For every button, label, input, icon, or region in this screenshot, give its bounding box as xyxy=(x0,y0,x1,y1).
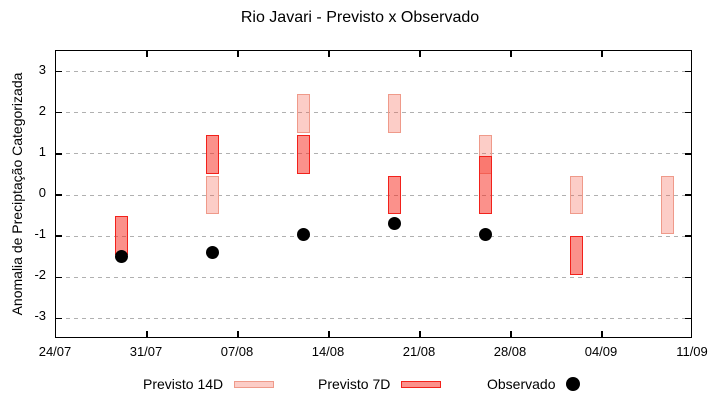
x-tick xyxy=(237,331,239,337)
forecast-box-14d xyxy=(205,176,219,214)
x-tick-label: 24/07 xyxy=(38,344,72,359)
y-tick xyxy=(56,194,62,196)
legend-swatch-7d-icon xyxy=(401,380,442,388)
x-tick xyxy=(510,51,512,57)
forecast-box-7d xyxy=(205,135,219,175)
y-tick-label: 1 xyxy=(38,143,46,159)
plot-area xyxy=(55,50,692,338)
legend-item-previsto-14d: Previsto 14D xyxy=(143,376,275,392)
y-tick xyxy=(685,111,691,114)
observed-dot xyxy=(296,227,310,241)
gridline xyxy=(58,235,687,237)
observed-dot xyxy=(114,250,128,264)
chart-title: Rio Javari - Previsto x Observado xyxy=(240,9,480,26)
gridline xyxy=(58,71,687,73)
x-tick-label: 04/09 xyxy=(584,344,618,359)
y-tick-label: 0 xyxy=(38,185,46,200)
y-tick xyxy=(56,70,62,73)
gridline xyxy=(58,112,687,114)
y-tick-label: -2 xyxy=(34,267,46,283)
x-tick-label: 07/08 xyxy=(220,344,254,359)
forecast-box-7d xyxy=(478,155,492,214)
legend-label-previsto-7d: Previsto 7D xyxy=(318,376,391,392)
y-tick xyxy=(56,276,62,279)
legend-observed-dot-icon xyxy=(566,377,581,391)
x-tick-label: 11/09 xyxy=(676,344,708,359)
forecast-box-7d xyxy=(296,135,310,175)
gridline xyxy=(58,317,687,319)
y-tick xyxy=(685,317,691,320)
y-tick-label: 2 xyxy=(38,102,46,118)
x-tick-label: 28/08 xyxy=(493,344,527,359)
x-tick xyxy=(328,51,330,57)
forecast-box-14d xyxy=(296,94,310,134)
x-tick xyxy=(146,51,148,57)
y-tick xyxy=(685,153,691,155)
observed-dot xyxy=(387,217,401,231)
observed-dot xyxy=(478,227,492,241)
x-tick xyxy=(146,331,148,337)
legend-item-observado: Observado xyxy=(487,376,581,392)
x-tick xyxy=(237,51,239,57)
y-tick xyxy=(56,153,62,155)
forecast-box-7d xyxy=(114,215,128,255)
y-tick xyxy=(685,276,691,279)
x-tick xyxy=(510,331,512,337)
x-tick xyxy=(419,51,421,57)
x-tick xyxy=(328,331,330,337)
y-tick xyxy=(56,317,62,320)
forecast-box-14d xyxy=(660,176,674,235)
x-tick xyxy=(419,331,421,337)
forecast-box-7d xyxy=(387,176,401,214)
y-tick xyxy=(56,111,62,114)
y-tick xyxy=(685,70,691,73)
x-tick-label: 14/08 xyxy=(311,344,345,359)
legend-label-previsto-14d: Previsto 14D xyxy=(143,376,224,392)
forecast-box-14d xyxy=(569,176,583,214)
observed-dot xyxy=(205,246,219,260)
y-tick-label: -3 xyxy=(34,308,46,324)
x-tick-label: 21/08 xyxy=(402,344,436,359)
legend-item-previsto-7d: Previsto 7D xyxy=(318,376,442,392)
y-tick-label: 3 xyxy=(38,61,46,77)
x-tick xyxy=(601,331,603,337)
legend-label-observado: Observado xyxy=(487,376,556,392)
legend-swatch-14d-icon xyxy=(234,380,275,388)
y-tick-label: -1 xyxy=(34,226,46,242)
x-tick-label: 31/07 xyxy=(129,344,163,359)
forecast-box-14d xyxy=(387,94,401,134)
y-tick xyxy=(685,235,691,237)
gridline xyxy=(58,153,687,155)
gridline xyxy=(58,276,687,278)
x-tick xyxy=(601,51,603,57)
y-tick xyxy=(685,194,691,196)
y-tick xyxy=(56,235,62,237)
gridline xyxy=(58,194,687,196)
forecast-box-7d xyxy=(569,236,583,276)
